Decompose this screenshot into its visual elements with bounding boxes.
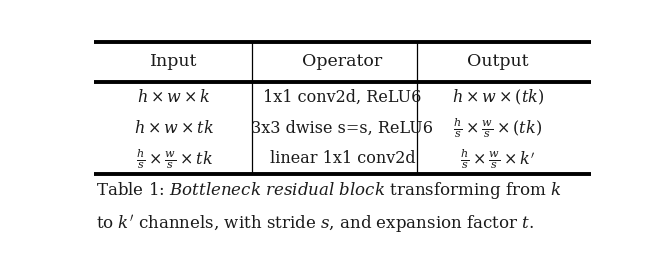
Text: $h \times w \times (tk)$: $h \times w \times (tk)$ — [452, 88, 544, 107]
Text: Operator: Operator — [302, 53, 383, 70]
Text: Output: Output — [467, 53, 528, 70]
Text: 1x1 conv2d, ReLU6: 1x1 conv2d, ReLU6 — [263, 89, 422, 106]
Text: Table 1: $\mathit{Bottleneck\ residual\ block}$ transforming from $k$: Table 1: $\mathit{Bottleneck\ residual\ … — [96, 180, 562, 201]
Text: $h \times w \times tk$: $h \times w \times tk$ — [134, 120, 214, 137]
Text: $\frac{h}{s} \times \frac{w}{s} \times k'$: $\frac{h}{s} \times \frac{w}{s} \times k… — [460, 147, 536, 171]
Text: $h \times w \times k$: $h \times w \times k$ — [137, 89, 211, 106]
Text: $\frac{h}{s} \times \frac{w}{s} \times tk$: $\frac{h}{s} \times \frac{w}{s} \times t… — [136, 147, 212, 171]
Text: linear 1x1 conv2d: linear 1x1 conv2d — [269, 150, 415, 167]
Text: 3x3 dwise s=s, ReLU6: 3x3 dwise s=s, ReLU6 — [251, 120, 434, 137]
Text: $\frac{h}{s} \times \frac{w}{s} \times (tk)$: $\frac{h}{s} \times \frac{w}{s} \times (… — [453, 116, 542, 140]
Text: Input: Input — [150, 53, 198, 70]
Text: to $k'$ channels, with stride $s$, and expansion factor $t$.: to $k'$ channels, with stride $s$, and e… — [96, 214, 534, 236]
